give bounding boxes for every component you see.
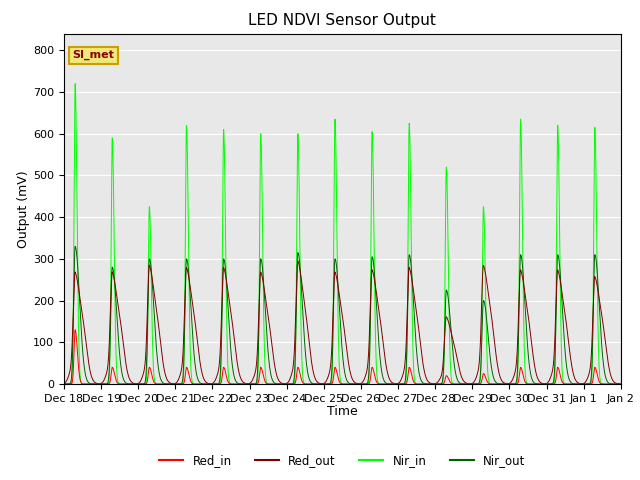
Red_out [294, 258, 301, 264]
Red_in [71, 327, 79, 333]
Red_in [78, 381, 86, 386]
Nir_out [60, 381, 68, 387]
Nir_in [121, 381, 129, 387]
Nir_in [617, 381, 625, 387]
Nir_in [71, 81, 79, 86]
Text: SI_met: SI_met [72, 50, 114, 60]
Red_out [121, 352, 129, 358]
Nir_in [194, 381, 202, 387]
Red_out [355, 381, 362, 386]
Nir_in [543, 381, 550, 387]
Line: Red_in: Red_in [64, 330, 621, 384]
Red_in [182, 365, 190, 371]
Legend: Red_in, Red_out, Nir_in, Nir_out: Red_in, Red_out, Nir_in, Nir_out [155, 449, 530, 472]
Line: Nir_out: Nir_out [64, 246, 621, 384]
Nir_out [71, 243, 79, 249]
Nir_out [543, 381, 550, 387]
Nir_out [194, 376, 202, 382]
Red_in [617, 381, 625, 387]
Red_out [194, 341, 202, 347]
Red_in [121, 381, 129, 387]
Red_in [543, 381, 550, 387]
Title: LED NDVI Sensor Output: LED NDVI Sensor Output [248, 13, 436, 28]
X-axis label: Time: Time [327, 405, 358, 418]
Red_out [60, 381, 68, 386]
Red_out [78, 307, 86, 313]
Red_out [543, 381, 550, 386]
Nir_in [78, 381, 86, 386]
Nir_in [355, 381, 362, 387]
Nir_out [78, 336, 86, 341]
Red_out [617, 381, 625, 387]
Red_in [194, 381, 202, 387]
Line: Nir_in: Nir_in [64, 84, 621, 384]
Red_in [355, 381, 362, 387]
Nir_in [182, 135, 190, 141]
Nir_out [121, 379, 129, 384]
Nir_out [617, 381, 625, 387]
Red_in [60, 381, 68, 387]
Line: Red_out: Red_out [64, 261, 621, 384]
Nir_out [182, 259, 190, 265]
Y-axis label: Output (mV): Output (mV) [17, 170, 30, 248]
Nir_out [355, 381, 362, 387]
Nir_in [60, 381, 68, 387]
Red_out [182, 266, 190, 272]
